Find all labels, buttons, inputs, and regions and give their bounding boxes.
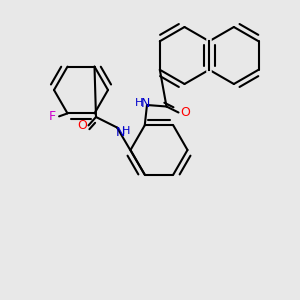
Text: N: N: [116, 125, 125, 139]
Text: H: H: [135, 98, 144, 109]
Text: H: H: [122, 126, 130, 136]
Text: O: O: [180, 106, 190, 119]
Text: N: N: [141, 97, 150, 110]
Text: F: F: [49, 110, 56, 123]
Text: O: O: [77, 119, 87, 132]
